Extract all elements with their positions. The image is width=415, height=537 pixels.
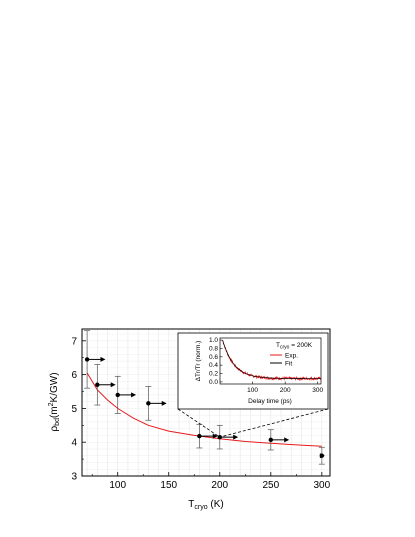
inset-y-tick-label: 0.2 <box>209 371 218 378</box>
main-y-ticks: 3 4 5 6 7 <box>71 336 86 483</box>
inset-exp-trace <box>222 340 322 382</box>
inset-x-axis-title: Delay time (ps) <box>248 398 292 405</box>
inset-y-tick-label: 0.8 <box>209 345 218 352</box>
arrow-head <box>100 356 106 362</box>
data-point <box>268 437 274 443</box>
inset-y-tick-label: 0.4 <box>209 362 218 369</box>
inset-series <box>222 339 322 382</box>
inset-x-tick-label: 100 <box>247 387 258 394</box>
x-axis-title: Tcryo (K) <box>188 499 223 511</box>
arrow-head <box>212 433 218 439</box>
inset-legend: Exp. Fit <box>270 353 298 368</box>
arrow-head <box>233 434 239 440</box>
arrow-head <box>161 400 167 406</box>
x-tick-label: 250 <box>262 480 279 491</box>
arrow-head <box>131 392 137 398</box>
arrow-head <box>284 437 290 443</box>
inset-x-tick-label: 200 <box>280 387 291 394</box>
zoom-guide-left <box>177 408 221 438</box>
x-tick-label: 100 <box>109 480 126 491</box>
inset-y-tick-label: 1.0 <box>209 337 218 344</box>
inset-plot-frame <box>219 337 322 385</box>
data-point <box>84 357 90 362</box>
x-tick-label: 150 <box>160 480 177 491</box>
data-point <box>197 433 202 439</box>
arrow-head <box>110 382 116 388</box>
y-tick-label: 7 <box>71 336 77 347</box>
inset-chart: 0.00.2 0.40.6 0.81.0 100 200 300 Tcryo = 200… <box>177 332 329 410</box>
zoom-guide-lines <box>177 408 329 438</box>
legend-label-exp: Exp. <box>285 353 298 360</box>
inset-annotation: Tcryo = 200K <box>276 342 313 351</box>
y-axis-title: ρbd(m2K/GW) <box>48 372 61 431</box>
inset-y-tick-label: 0.6 <box>209 354 218 361</box>
inset-y-axis-title: ΔTr/Tr (norm.) <box>195 341 202 382</box>
data-point <box>95 382 100 387</box>
y-tick-label: 5 <box>71 404 77 415</box>
inset-x-ticks: 100 200 300 <box>247 381 324 394</box>
data-point <box>115 392 120 398</box>
main-x-ticks: 100 150 200 250 300 <box>91 472 331 491</box>
inset-x-tick-label: 300 <box>312 387 323 394</box>
legend-label-fit: Fit <box>285 361 292 368</box>
zoom-guide-right <box>219 408 329 438</box>
inset-y-ticks: 0.00.2 0.40.6 0.81.0 <box>209 337 223 386</box>
x-tick-label: 300 <box>313 480 330 491</box>
inset-background <box>177 332 329 410</box>
y-tick-label: 3 <box>71 472 77 483</box>
x-tick-label: 200 <box>211 480 228 491</box>
inset-y-tick-label: 0.0 <box>209 379 218 386</box>
y-tick-label: 4 <box>71 438 77 449</box>
y-tick-label: 6 <box>71 370 77 381</box>
data-point <box>146 401 151 406</box>
inset-fit-curve <box>222 339 321 379</box>
data-point <box>319 453 325 458</box>
main-plot-frame <box>81 328 331 477</box>
main-series <box>84 330 325 465</box>
